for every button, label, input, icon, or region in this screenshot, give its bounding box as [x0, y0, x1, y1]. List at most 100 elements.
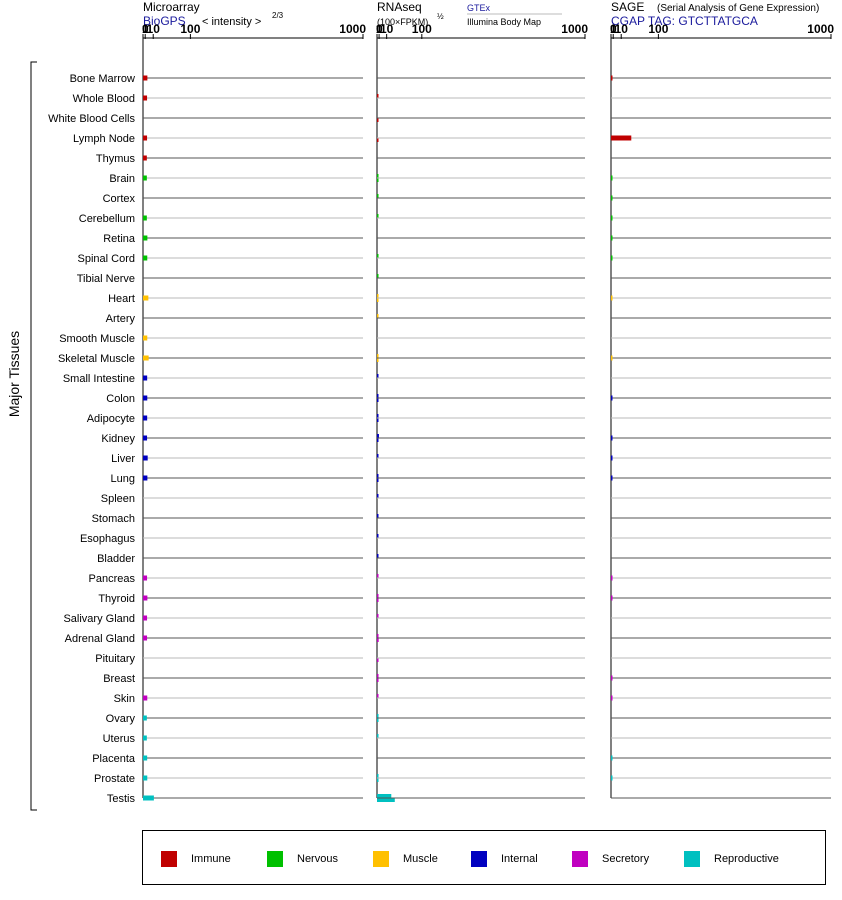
bar-sage [611, 295, 613, 301]
tissue-label: Spleen [101, 493, 135, 505]
tissue-expression-chart: Microarray BioGPS < intensity > 2/3 RNAs… [6, 0, 834, 811]
bar-sage [611, 435, 613, 441]
bar-rnaseq-s1 [377, 138, 379, 142]
bar-sage [611, 215, 613, 221]
illumina-link[interactable]: Illumina Body Map [467, 17, 541, 27]
bar-microarray [143, 395, 148, 401]
bar-rnaseq-s1 [377, 438, 379, 442]
bar-sage [611, 135, 632, 141]
bar-microarray [143, 255, 148, 261]
biogps-link[interactable]: BioGPS [143, 14, 186, 28]
bar-rnaseq-s1 [377, 478, 379, 482]
tissue-label: Breast [103, 673, 135, 685]
bar-rnaseq-s1 [377, 778, 379, 782]
bar-rnaseq-s0 [377, 474, 379, 478]
legend-item-internal: Internal [471, 850, 538, 868]
tick-label-sage: 1 [610, 22, 617, 36]
tissue-label: Placenta [92, 753, 136, 765]
tissue-label: Retina [103, 233, 136, 245]
rnaseq-header: RNAseq (100×FPKM) ½ GTEx Illumina Body M… [377, 0, 562, 27]
bar-rnaseq-s0 [377, 314, 379, 318]
bar-sage [611, 175, 613, 181]
bar-microarray [143, 735, 147, 741]
tissue-label: Lymph Node [73, 133, 135, 145]
legend-label-reproductive: Reproductive [714, 853, 779, 865]
tick-label-microarray: 10 [147, 22, 161, 36]
bar-microarray [143, 475, 148, 481]
bar-rnaseq-s1 [377, 798, 395, 802]
bar-sage [611, 695, 613, 701]
legend-label-immune: Immune [191, 853, 231, 865]
bar-rnaseq-s1 [377, 298, 379, 302]
bar-microarray [143, 415, 148, 421]
bar-sage [611, 195, 613, 201]
bar-sage [611, 395, 613, 401]
bar-rnaseq-s1 [377, 418, 379, 422]
tissue-label: Cerebellum [79, 213, 135, 225]
bar-rnaseq-s0 [377, 734, 379, 738]
legend-swatch-secretory [572, 851, 588, 867]
bar-rnaseq-s0 [377, 374, 379, 378]
bar-microarray [143, 75, 148, 81]
tissue-label: Spinal Cord [78, 253, 135, 265]
bar-microarray [143, 335, 148, 341]
tissue-label: Ovary [106, 713, 136, 725]
bar-rnaseq-s0 [377, 534, 379, 538]
tissue-label: White Blood Cells [48, 113, 135, 125]
tissue-label: Thyroid [98, 593, 135, 605]
bar-microarray [143, 215, 147, 221]
tissue-label: Skin [114, 693, 135, 705]
bar-microarray [143, 575, 148, 581]
bar-rnaseq-s0 [377, 454, 379, 458]
microarray-scale-note: < intensity > [202, 16, 261, 28]
bar-rnaseq-s1 [377, 178, 379, 182]
bar-sage [611, 235, 613, 241]
bar-microarray [143, 635, 148, 641]
bar-sage [611, 75, 613, 81]
legend: Immune Nervous Muscle Internal Secretory… [142, 830, 826, 885]
bar-rnaseq-s0 [377, 414, 379, 418]
tissue-label: Adrenal Gland [65, 633, 135, 645]
gtex-link[interactable]: GTEx [467, 3, 491, 13]
legend-swatch-internal [471, 851, 487, 867]
bar-rnaseq-s0 [377, 694, 379, 698]
microarray-header: Microarray BioGPS < intensity > 2/3 [143, 0, 284, 28]
tissue-label: Colon [106, 393, 135, 405]
bar-rnaseq-s0 [377, 614, 379, 618]
tissue-label: Small Intestine [63, 373, 135, 385]
bar-microarray [143, 775, 148, 781]
legend-label-nervous: Nervous [297, 853, 338, 865]
tissue-label: Thymus [96, 153, 136, 165]
bar-rnaseq-s1 [377, 358, 379, 362]
bar-microarray [143, 715, 147, 721]
legend-swatch-muscle [373, 851, 389, 867]
legend-label-muscle: Muscle [403, 853, 438, 865]
tissue-label: Adipocyte [87, 413, 135, 425]
tissue-label: Cortex [103, 193, 136, 205]
bar-sage [611, 255, 613, 261]
bar-rnaseq-s0 [377, 394, 379, 398]
legend-item-muscle: Muscle [373, 850, 438, 868]
tick-label-sage: 10 [615, 22, 629, 36]
tissue-label: Testis [107, 793, 136, 805]
tick-label-rnaseq: 0 [376, 22, 383, 36]
bar-rnaseq-s0 [377, 714, 379, 718]
major-tissues-bracket [30, 61, 37, 811]
tissue-label: Whole Blood [73, 93, 135, 105]
microarray-title: Microarray [143, 0, 200, 14]
tissue-label: Liver [111, 453, 135, 465]
tick-label-rnaseq: 100 [412, 22, 432, 36]
bar-rnaseq-s1 [377, 658, 379, 662]
cgap-tag-link[interactable]: CGAP TAG: GTCTTATGCA [611, 14, 758, 28]
bar-rnaseq-s0 [377, 294, 379, 298]
legend-item-secretory: Secretory [572, 850, 649, 868]
tissue-label: Pituitary [95, 653, 135, 665]
bar-microarray [143, 795, 154, 801]
bar-rnaseq-s1 [377, 598, 379, 602]
bar-microarray [143, 695, 148, 701]
tissue-label: Prostate [94, 773, 135, 785]
bar-rnaseq-s0 [377, 174, 379, 178]
bar-rnaseq-s1 [377, 718, 379, 722]
tissue-label: Skeletal Muscle [58, 353, 135, 365]
legend-item-nervous: Nervous [267, 850, 338, 868]
